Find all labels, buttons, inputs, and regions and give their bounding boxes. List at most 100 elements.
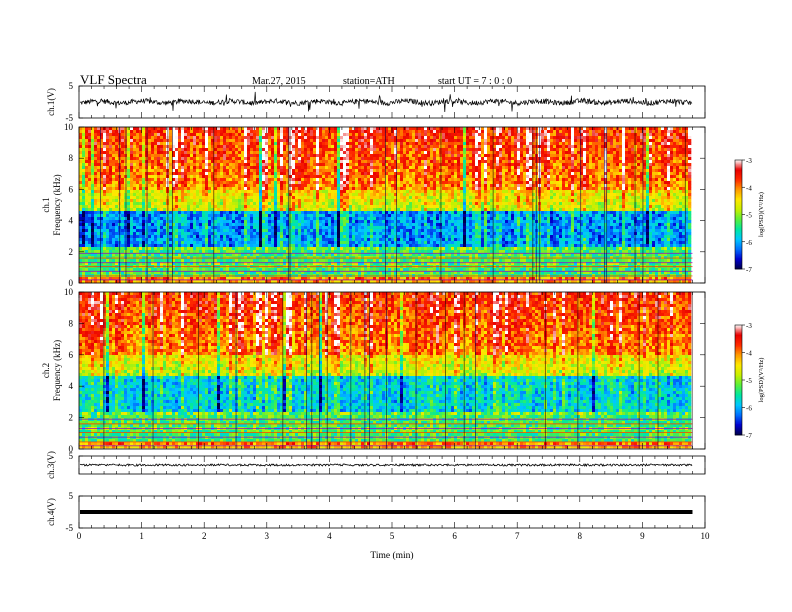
y-tick-label: 6 — [69, 184, 74, 194]
y-axis-label: ch.4(V) — [46, 498, 56, 526]
y-axis-label: Frequency (kHz) — [52, 340, 62, 401]
colorbar-cell — [735, 386, 742, 389]
x-tick-label: 2 — [202, 531, 207, 541]
x-tick-label: 4 — [327, 531, 332, 541]
colorbar-cell — [735, 160, 742, 162]
colorbar-cell — [735, 166, 742, 169]
colorbar-cell — [735, 260, 742, 263]
spectrogram-cells — [79, 127, 692, 284]
colorbar-cell — [735, 417, 742, 419]
y-tick-label: 4 — [69, 216, 74, 226]
colorbar-cell — [735, 179, 742, 181]
colorbar-cell — [735, 400, 742, 403]
colorbar-cell — [735, 410, 742, 413]
y-axis-label: ch.3(V) — [46, 451, 56, 479]
colorbar-cell — [735, 203, 742, 206]
y-tick-label: 0 — [69, 444, 74, 454]
colorbar-cell — [735, 373, 742, 375]
colorbar-cell — [735, 191, 742, 194]
colorbar-cell — [735, 177, 742, 180]
colorbar-cell — [735, 371, 742, 374]
colorbar-cell — [735, 381, 742, 384]
colorbar-cell — [735, 326, 742, 329]
colorbar-cell — [735, 266, 742, 269]
colorbar-cell — [735, 237, 742, 240]
channel-label: ch.1 — [41, 197, 51, 212]
colorbar-cell — [735, 187, 742, 190]
colorbar-cell — [735, 430, 742, 433]
colorbar-cell — [735, 333, 742, 336]
y-tick-label: 2 — [69, 413, 74, 423]
colorbar-cell — [735, 415, 742, 418]
colorbar-cell — [735, 360, 742, 363]
colorbar-cell — [735, 348, 742, 351]
colorbar-cell — [735, 429, 742, 432]
colorbar-cell — [735, 233, 742, 236]
colorbar-cell — [735, 385, 742, 388]
colorbar-cell — [735, 334, 742, 337]
colorbar-cell — [735, 168, 742, 170]
y-tick-label: 8 — [69, 318, 74, 328]
colorbar-cell — [735, 198, 742, 200]
colorbar-cell — [735, 397, 742, 400]
colorbar-cell — [735, 356, 742, 359]
colorbar-cell — [735, 162, 742, 165]
colorbar-cell — [735, 180, 742, 183]
colorbar-cell — [735, 234, 742, 237]
colorbar-tick-label: -6 — [746, 405, 752, 413]
ch3-waveform-trace — [79, 462, 693, 468]
x-tick-label: 6 — [452, 531, 457, 541]
colorbar-cell — [735, 185, 742, 188]
y-tick-label: 5 — [69, 81, 74, 91]
y-tick-label: 2 — [69, 247, 74, 257]
colorbar-cell — [735, 345, 742, 348]
spectrogram-panel-ch2: 0 2 4 6 8 10 ch.2 Frequency (kHz) -3 -4 -5 -6 -7 log(… — [41, 287, 765, 454]
colorbar-cell — [735, 395, 742, 397]
waveform-panel-4: 5 ch.3(V) — [46, 451, 706, 479]
colorbar-tick-label: -4 — [746, 350, 752, 358]
colorbar-cell — [735, 221, 742, 224]
colorbar-cell — [735, 192, 742, 195]
colorbar-cell — [735, 181, 742, 184]
y-tick-label: -5 — [66, 113, 74, 123]
colorbar-cell — [735, 338, 742, 341]
colorbar-cell — [735, 421, 742, 424]
colorbar-cell — [735, 195, 742, 198]
colorbar-cell — [735, 418, 742, 421]
colorbar-cell — [735, 249, 742, 252]
x-tick-label: 7 — [515, 531, 520, 541]
colorbar-cell — [735, 336, 742, 338]
colorbar-cell — [735, 224, 742, 226]
colorbar-cell — [735, 363, 742, 366]
colorbar-cell — [735, 407, 742, 410]
colorbar-cell — [735, 259, 742, 262]
colorbar-cell — [735, 355, 742, 358]
colorbar-cell — [735, 222, 742, 225]
x-axis-label: Time (min) — [370, 550, 413, 561]
colorbar-cell — [735, 196, 742, 199]
colorbar-cell — [735, 404, 742, 407]
colorbar-cell — [735, 378, 742, 381]
colorbar-cell — [735, 352, 742, 355]
colorbar-cell — [735, 347, 742, 349]
x-tick-label: 9 — [640, 531, 645, 541]
colorbar-cell — [735, 164, 742, 166]
date-label: Mar.27, 2015 — [252, 76, 306, 87]
colorbar-cell — [735, 425, 742, 428]
colorbar-cell — [735, 229, 742, 232]
colorbar-cell — [735, 362, 742, 364]
colorbar-cell — [735, 364, 742, 367]
start-time-label: start UT = 7 : 0 : 0 — [438, 76, 512, 87]
colorbar-tick-label: -3 — [746, 157, 752, 165]
colorbar-cell — [735, 366, 742, 369]
colorbar-cell — [735, 358, 742, 360]
colorbar-cell — [735, 408, 742, 411]
colorbar-cell — [735, 204, 742, 207]
colorbar-cell — [735, 342, 742, 345]
colorbar-cell — [735, 426, 742, 429]
colorbar-cell — [735, 170, 742, 173]
colorbar-cell — [735, 384, 742, 386]
colorbar-cell — [735, 165, 742, 168]
colorbar-label: log(PSD)(V²/Hz) — [758, 192, 765, 237]
colorbar-cell — [735, 403, 742, 406]
